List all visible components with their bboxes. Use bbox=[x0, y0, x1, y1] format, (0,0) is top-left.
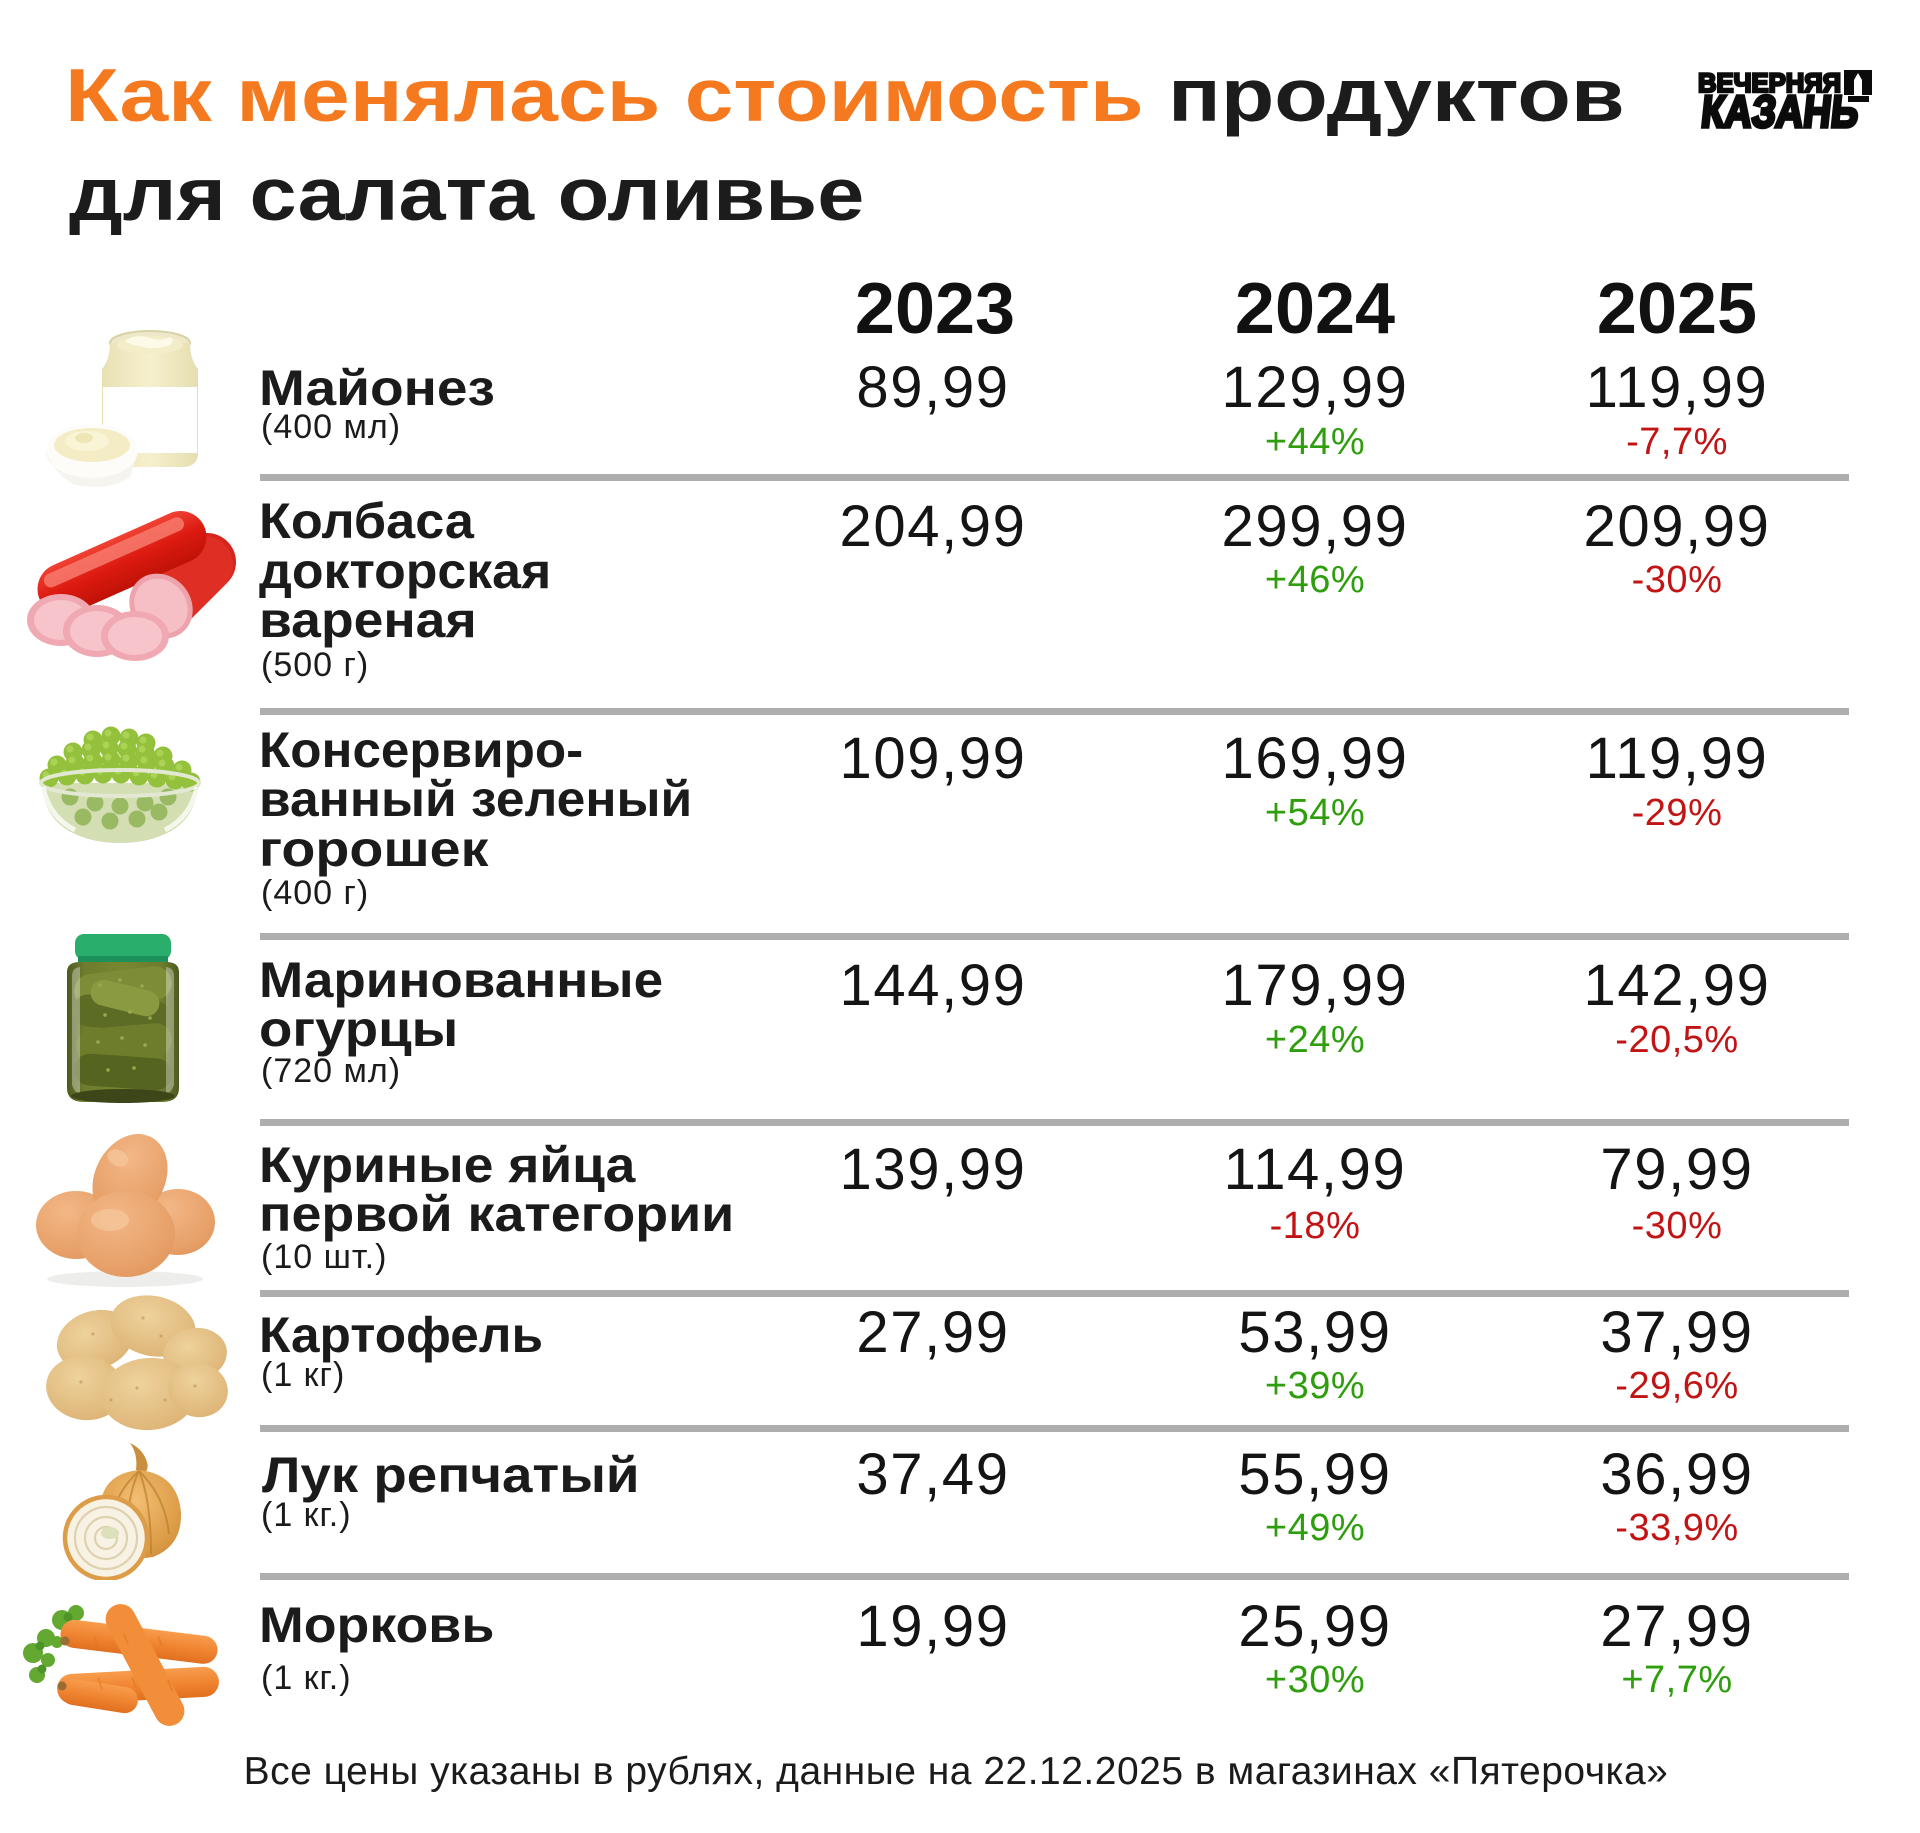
svg-text:ВЕЧЕРНЯЯ: ВЕЧЕРНЯЯ bbox=[1698, 70, 1841, 98]
svg-text:КАЗАНЬ: КАЗАНЬ bbox=[1699, 86, 1861, 130]
